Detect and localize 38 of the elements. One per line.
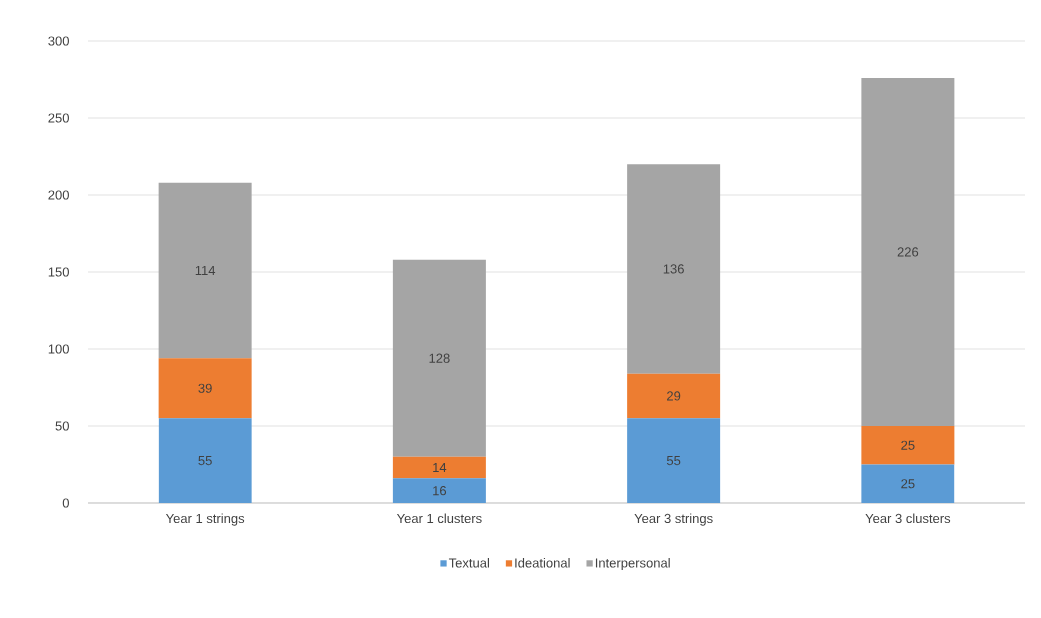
bar bbox=[158, 418, 252, 503]
legend-label: Textual bbox=[448, 558, 489, 568]
legend-label: Ideational bbox=[515, 558, 570, 568]
data-label: 128 bbox=[429, 353, 450, 363]
x-tick-label: Year 3 clusters bbox=[865, 513, 951, 524]
y-tick-label: 0 bbox=[62, 498, 69, 508]
bar bbox=[392, 456, 486, 479]
y-tick-label: 50 bbox=[55, 421, 69, 431]
data-label: 226 bbox=[897, 247, 919, 257]
bar bbox=[627, 418, 721, 503]
bar bbox=[627, 164, 721, 374]
y-tick-label: 200 bbox=[48, 190, 69, 200]
data-label: 16 bbox=[433, 486, 447, 496]
data-label: 55 bbox=[198, 456, 212, 466]
y-tick-label: 250 bbox=[48, 113, 69, 123]
bar bbox=[158, 358, 252, 419]
data-label: 39 bbox=[198, 383, 212, 393]
bar bbox=[627, 373, 721, 419]
y-tick-label: 100 bbox=[48, 344, 69, 354]
y-tick-label: 150 bbox=[48, 267, 69, 277]
data-label: 14 bbox=[433, 463, 447, 473]
x-tick-label: Year 3 strings bbox=[634, 513, 713, 526]
bar bbox=[392, 478, 486, 503]
data-label: 136 bbox=[663, 264, 684, 274]
bar bbox=[158, 182, 252, 359]
bar bbox=[861, 425, 955, 465]
y-tick-label: 300 bbox=[48, 36, 69, 46]
bar bbox=[392, 259, 486, 457]
x-tick-label: Year 1 strings bbox=[165, 513, 245, 526]
data-label: 25 bbox=[901, 479, 915, 489]
bar bbox=[861, 77, 955, 426]
bar bbox=[861, 464, 955, 503]
x-tick-label: Year 1 clusters bbox=[396, 513, 482, 524]
data-label: 55 bbox=[666, 456, 681, 466]
legend-label: Interpersonal bbox=[595, 558, 670, 571]
data-label: 29 bbox=[667, 391, 681, 401]
data-label: 25 bbox=[901, 440, 915, 450]
data-label: 114 bbox=[195, 265, 216, 275]
